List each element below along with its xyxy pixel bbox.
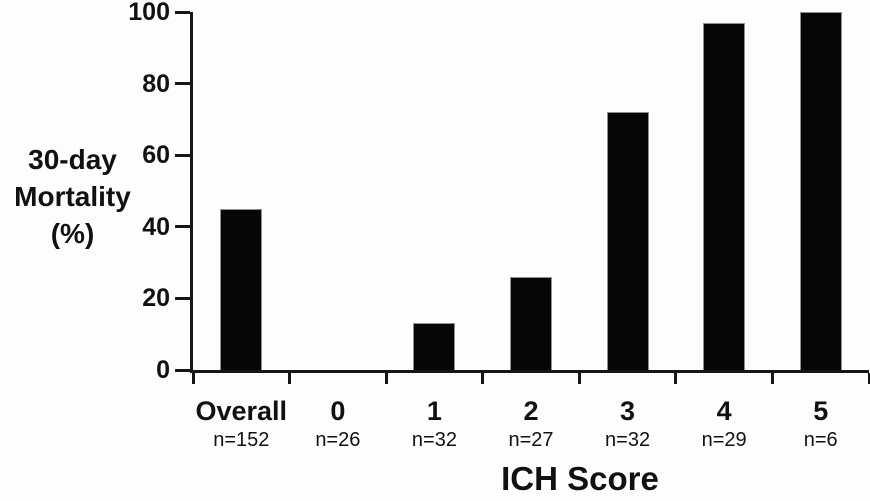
sample-size-label: n=32 [411, 429, 457, 451]
x-axis-tick [481, 373, 485, 384]
x-category-label: 1 [426, 396, 442, 426]
x-axis-tick [867, 373, 870, 384]
y-axis-tick [175, 296, 190, 300]
bar-overall [220, 208, 263, 370]
y-tick-label: 60 [142, 141, 170, 170]
y-axis-tick [175, 225, 190, 229]
x-category-label: 5 [813, 396, 829, 426]
y-tick-label: 100 [128, 0, 170, 26]
y-tick-label: 0 [156, 356, 170, 384]
y-tick-label: 20 [142, 284, 170, 313]
x-axis-tick [191, 373, 195, 384]
y-axis-tick [175, 368, 190, 372]
y-axis-title-line-2: Mortality [14, 181, 131, 212]
bar-4 [703, 22, 746, 370]
x-category-label: 0 [330, 396, 346, 426]
sample-size-label: n=27 [508, 429, 554, 451]
bar-1 [413, 323, 456, 370]
plot-area [175, 10, 870, 384]
y-axis-tick [175, 153, 190, 157]
y-axis-title-line-1: 30-day [28, 144, 117, 175]
x-axis-tick [674, 373, 678, 384]
bar-2 [510, 276, 552, 370]
sample-size-label: n=32 [605, 429, 651, 451]
x-axis-tick [577, 373, 581, 384]
x-axis-tick [770, 373, 774, 384]
x-category-label: Overall [195, 396, 288, 426]
bar-5 [799, 12, 842, 370]
y-axis-tick [175, 10, 190, 14]
bar-3 [606, 112, 649, 370]
y-tick-label: 80 [142, 69, 170, 98]
y-axis-tick [175, 82, 190, 86]
x-category-label: 2 [523, 396, 539, 426]
sample-size-label: n=152 [213, 429, 270, 451]
x-category-label: 3 [620, 396, 636, 426]
x-axis-title: ICH Score [501, 460, 659, 497]
sample-size-label: n=6 [803, 429, 838, 451]
x-category-label: 4 [716, 396, 732, 426]
sample-size-label: n=26 [315, 429, 361, 451]
sample-size-label: n=29 [701, 429, 747, 451]
y-tick-label: 40 [142, 212, 170, 241]
x-axis-tick [384, 373, 388, 384]
x-axis-tick [288, 373, 292, 384]
y-axis-title: 30-day Mortality (%) [0, 141, 145, 252]
y-axis-title-line-3: (%) [50, 218, 95, 249]
